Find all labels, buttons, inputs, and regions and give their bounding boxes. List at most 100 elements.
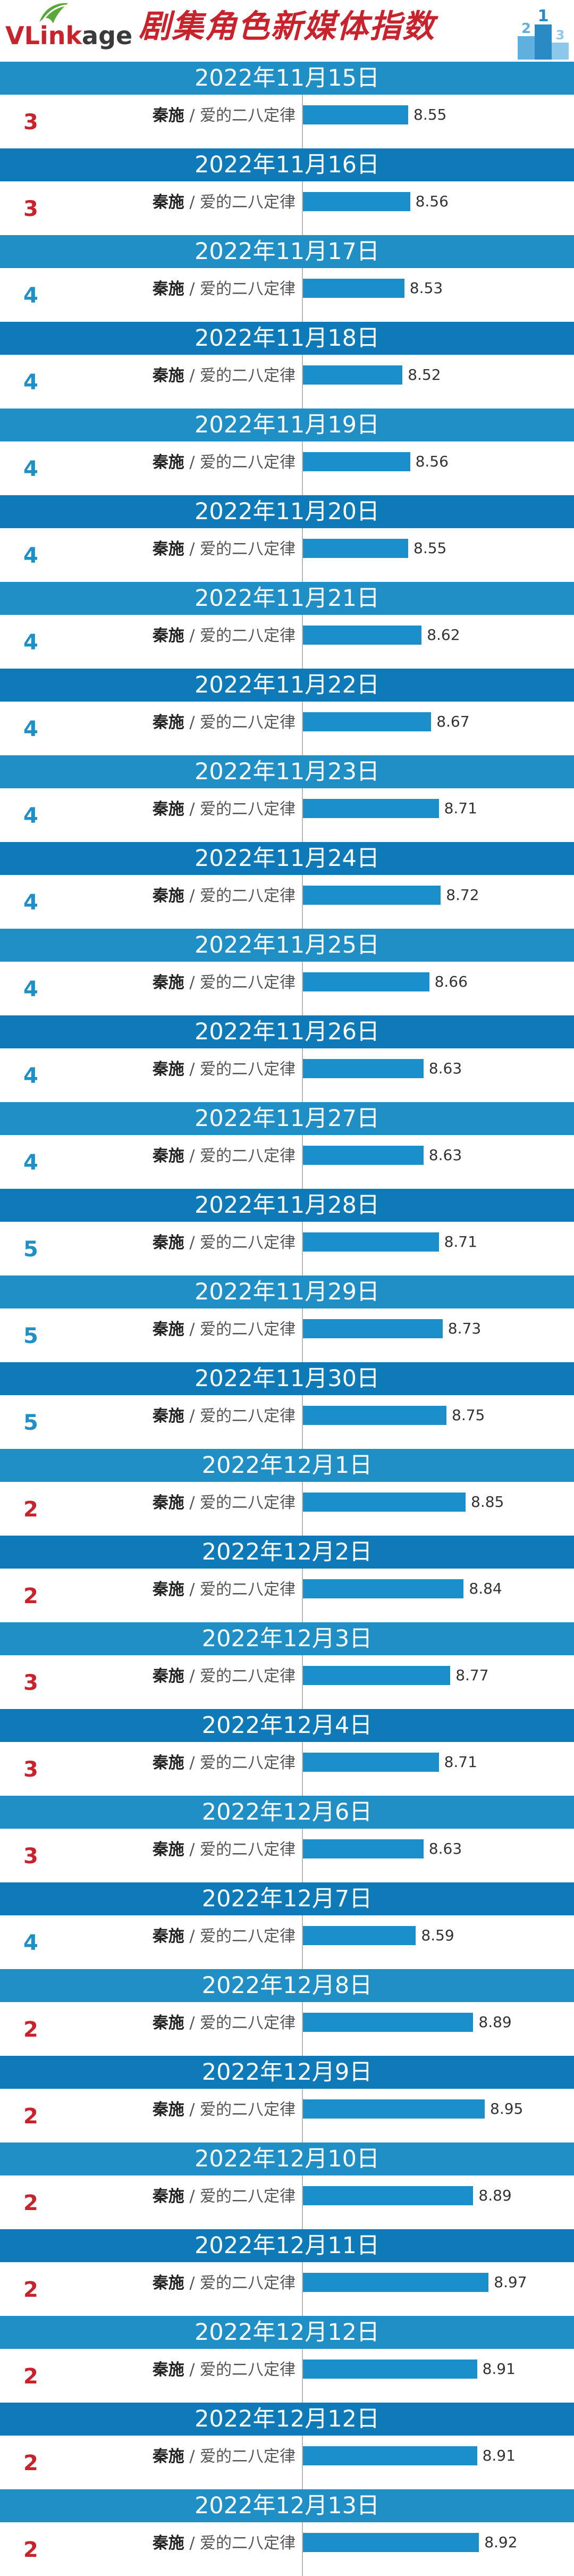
- character-label: 秦施 / 爱的二八定律: [153, 539, 296, 560]
- date-header: 2022年12月7日: [0, 1882, 574, 1915]
- row-body: 4 秦施 / 爱的二八定律 8.62: [0, 615, 574, 669]
- value-label: 8.59: [421, 1927, 454, 1944]
- character-label: 秦施 / 爱的二八定律: [153, 452, 296, 473]
- value-bar: [303, 365, 403, 385]
- axis-line: [302, 441, 303, 495]
- character-name: 秦施: [152, 887, 184, 905]
- date-header: 2022年12月12日: [0, 2316, 574, 2349]
- show-name: 爱的二八定律: [200, 1320, 296, 1339]
- value-bar: [303, 1406, 446, 1425]
- chart-row: 2022年12月1日 2 秦施 / 爱的二八定律 8.85: [0, 1449, 574, 1536]
- value-label: 8.67: [436, 713, 470, 730]
- axis-line: [302, 181, 303, 235]
- value-label: 8.89: [478, 2187, 512, 2204]
- chart-row: 2022年12月7日 4 秦施 / 爱的二八定律 8.59: [0, 1882, 574, 1969]
- rank-label: 4: [23, 1931, 38, 1955]
- value-label: 8.66: [434, 973, 468, 990]
- character-name: 秦施: [152, 193, 184, 212]
- character-name: 秦施: [152, 1407, 184, 1425]
- chart-row: 2022年12月11日 2 秦施 / 爱的二八定律 8.97: [0, 2229, 574, 2316]
- row-body: 2 秦施 / 爱的二八定律 8.89: [0, 2002, 574, 2056]
- character-label: 秦施 / 爱的二八定律: [153, 886, 296, 907]
- show-name: 爱的二八定律: [200, 106, 296, 125]
- date-header: 2022年12月13日: [0, 2489, 574, 2522]
- show-name: 爱的二八定律: [200, 2447, 296, 2466]
- rank-label: 2: [23, 1497, 38, 1522]
- chart-row: 2022年11月20日 4 秦施 / 爱的二八定律 8.55: [0, 495, 574, 582]
- date-header: 2022年12月12日: [0, 2403, 574, 2436]
- axis-line: [302, 355, 303, 409]
- value-label: 8.85: [471, 1493, 504, 1511]
- character-label: 秦施 / 爱的二八定律: [153, 1059, 296, 1080]
- date-header: 2022年11月30日: [0, 1362, 574, 1395]
- separator: /: [184, 887, 200, 905]
- rank-label: 2: [23, 2538, 38, 2562]
- separator: /: [184, 1754, 200, 1772]
- separator: /: [184, 280, 200, 298]
- axis-line: [302, 702, 303, 755]
- date-header: 2022年11月19日: [0, 409, 574, 441]
- date-header: 2022年11月18日: [0, 322, 574, 355]
- axis-line: [302, 1569, 303, 1622]
- value-bar: [303, 452, 410, 471]
- character-name: 秦施: [152, 2447, 184, 2466]
- row-body: 4 秦施 / 爱的二八定律 8.52: [0, 355, 574, 409]
- row-body: 4 秦施 / 爱的二八定律 8.55: [0, 528, 574, 582]
- date-header: 2022年11月28日: [0, 1189, 574, 1222]
- date-header: 2022年12月11日: [0, 2229, 574, 2262]
- value-label: 8.91: [482, 2360, 516, 2378]
- axis-line: [302, 1395, 303, 1449]
- chart-row: 2022年11月26日 4 秦施 / 爱的二八定律 8.63: [0, 1015, 574, 1102]
- row-body: 2 秦施 / 爱的二八定律 8.91: [0, 2349, 574, 2403]
- character-label: 秦施 / 爱的二八定律: [153, 1319, 296, 1340]
- character-name: 秦施: [152, 2187, 184, 2206]
- separator: /: [184, 973, 200, 992]
- value-label: 8.55: [413, 106, 447, 123]
- separator: /: [184, 2447, 200, 2466]
- character-label: 秦施 / 爱的二八定律: [153, 1406, 296, 1427]
- separator: /: [184, 1060, 200, 1079]
- character-name: 秦施: [152, 1927, 184, 1946]
- row-body: 3 秦施 / 爱的二八定律 8.71: [0, 1742, 574, 1796]
- rank-label: 3: [23, 197, 38, 221]
- value-bar: [303, 1493, 466, 1512]
- value-bar: [303, 105, 408, 124]
- row-body: 2 秦施 / 爱的二八定律 8.95: [0, 2089, 574, 2143]
- chart-row: 2022年12月2日 2 秦施 / 爱的二八定律 8.84: [0, 1536, 574, 1622]
- date-header: 2022年11月22日: [0, 669, 574, 702]
- rank-label: 4: [23, 1151, 38, 1175]
- logo-age-text: age: [82, 21, 133, 50]
- rank-label: 4: [23, 370, 38, 395]
- rank-label: 2: [23, 2364, 38, 2389]
- show-name: 爱的二八定律: [200, 1754, 296, 1772]
- show-name: 爱的二八定律: [200, 2100, 296, 2119]
- date-header: 2022年11月24日: [0, 842, 574, 875]
- value-label: 8.63: [428, 1060, 462, 1077]
- value-label: 8.73: [448, 1320, 482, 1337]
- character-name: 秦施: [152, 1667, 184, 1686]
- rank-label: 4: [23, 457, 38, 481]
- chart-row: 2022年12月12日 2 秦施 / 爱的二八定律 8.91: [0, 2403, 574, 2489]
- character-label: 秦施 / 爱的二八定律: [153, 105, 296, 127]
- chart-row: 2022年11月27日 4 秦施 / 爱的二八定律 8.63: [0, 1102, 574, 1189]
- character-name: 秦施: [152, 2274, 184, 2292]
- row-body: 3 秦施 / 爱的二八定律 8.55: [0, 95, 574, 148]
- logo-leaf-icon: [39, 3, 68, 23]
- row-body: 4 秦施 / 爱的二八定律 8.72: [0, 875, 574, 929]
- character-label: 秦施 / 爱的二八定律: [153, 1926, 296, 1947]
- value-bar: [303, 2273, 489, 2292]
- chart-row: 2022年12月3日 3 秦施 / 爱的二八定律 8.77: [0, 1622, 574, 1709]
- chart-row: 2022年11月18日 4 秦施 / 爱的二八定律 8.52: [0, 322, 574, 409]
- chart-row: 2022年11月19日 4 秦施 / 爱的二八定律 8.56: [0, 409, 574, 495]
- value-bar: [303, 1579, 464, 1598]
- date-header: 2022年11月20日: [0, 495, 574, 528]
- axis-line: [302, 2089, 303, 2143]
- rank-label: 2: [23, 1584, 38, 1608]
- separator: /: [184, 1840, 200, 1859]
- character-label: 秦施 / 爱的二八定律: [153, 2273, 296, 2294]
- value-label: 8.71: [444, 799, 477, 817]
- character-name: 秦施: [152, 106, 184, 125]
- chart-row: 2022年11月15日 3 秦施 / 爱的二八定律 8.55: [0, 62, 574, 148]
- svg-text:2: 2: [521, 21, 531, 37]
- row-body: 3 秦施 / 爱的二八定律 8.56: [0, 181, 574, 235]
